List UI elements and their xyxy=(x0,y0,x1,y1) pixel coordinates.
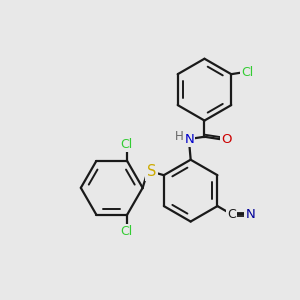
Text: H: H xyxy=(176,130,184,143)
Text: Cl: Cl xyxy=(121,225,133,238)
Text: Cl: Cl xyxy=(241,66,253,79)
Text: S: S xyxy=(147,164,156,179)
Text: N: N xyxy=(184,133,194,146)
Text: Cl: Cl xyxy=(121,138,133,151)
Text: N: N xyxy=(245,208,255,221)
Text: O: O xyxy=(221,133,232,146)
Text: C: C xyxy=(227,208,236,221)
